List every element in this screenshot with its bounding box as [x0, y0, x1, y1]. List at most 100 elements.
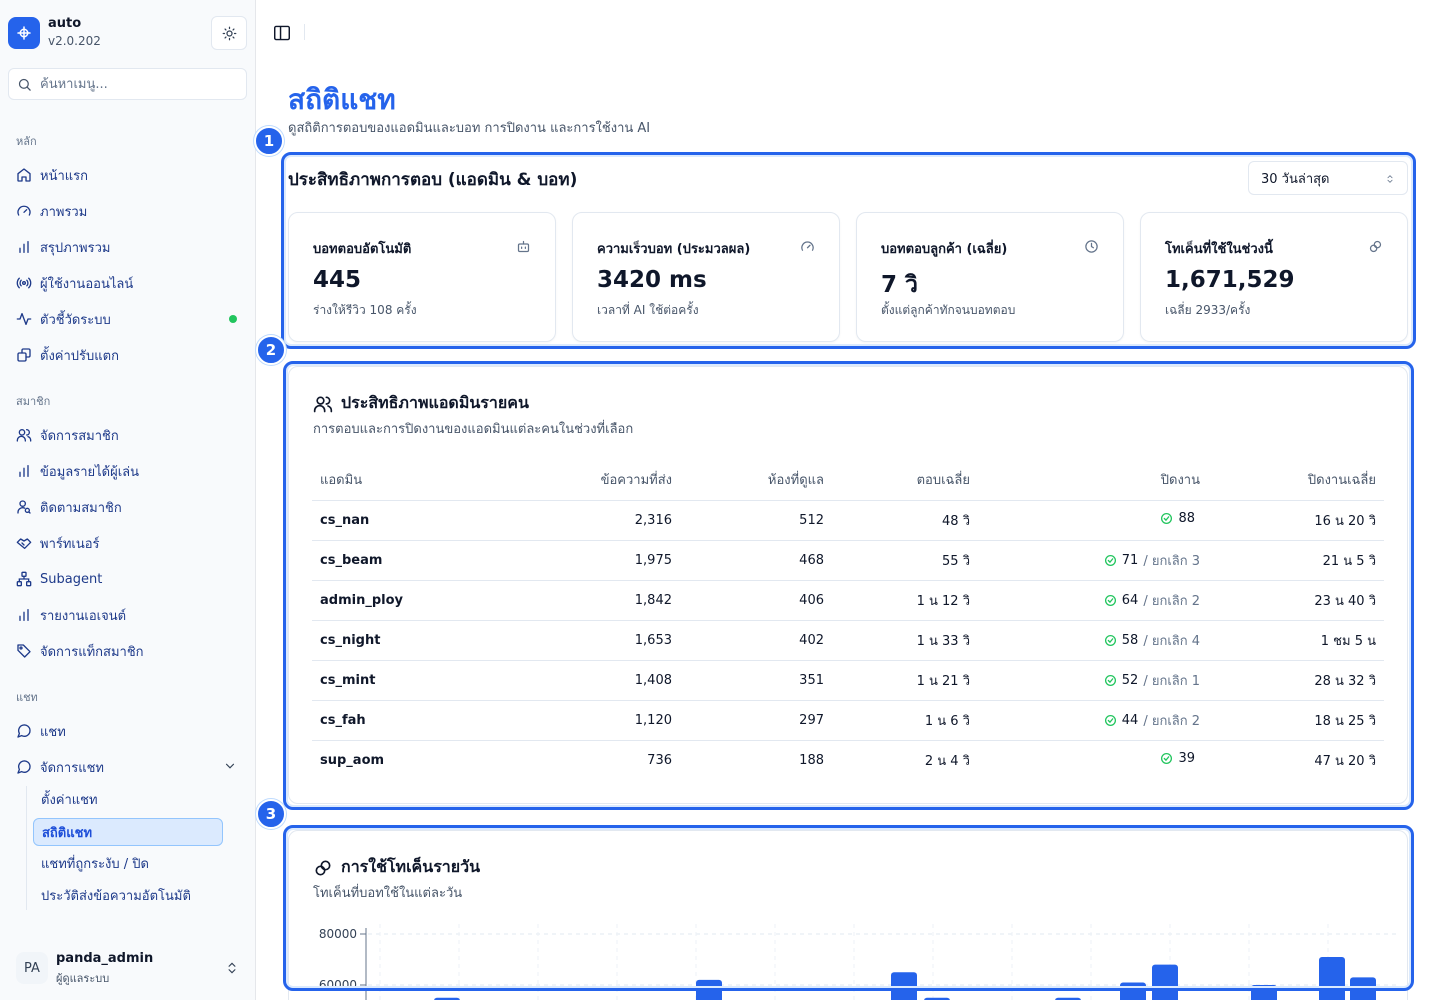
avg-reply-cell: 1 น 12 วิ	[832, 580, 978, 621]
rooms-cell: 512	[680, 500, 832, 541]
closed-cell: 44/ ยกเลิก 2	[978, 700, 1208, 741]
rooms-cell: 406	[680, 580, 832, 621]
avatar: PA	[16, 952, 48, 984]
admin-name-cell: admin_ploy	[312, 580, 532, 621]
check-circle-icon	[1104, 594, 1116, 606]
closed-count: 52	[1121, 672, 1139, 688]
chart-bar	[1152, 964, 1178, 1000]
nav-item-label: ภาพรวม	[40, 204, 88, 220]
nav-item-member-tags[interactable]: จัดการแท็กสมาชิก	[8, 635, 247, 667]
nav-item-agent-report[interactable]: รายงานเอเจนต์	[8, 599, 247, 631]
nav-item-manage-chat[interactable]: จัดการแชท	[8, 751, 247, 783]
sent-cell: 1,120	[532, 700, 680, 741]
check-circle-icon	[1161, 512, 1173, 525]
column-header-admin: แอดมิน	[312, 460, 532, 501]
nav-group-main: หลัก	[16, 135, 37, 148]
nav-item-partners[interactable]: พาร์ทเนอร์	[8, 527, 247, 559]
sub-item-chat-stats[interactable]: สถิติแชท	[33, 818, 223, 846]
tag-icon	[16, 643, 32, 659]
sidebar-toggle-button[interactable]	[270, 22, 294, 44]
menu-search-input[interactable]	[40, 76, 230, 92]
nav-item-settings[interactable]: ตั้งค่าปรับแตก	[8, 339, 247, 371]
nav-group-members: สมาชิก	[16, 395, 51, 408]
theme-toggle-button[interactable]	[211, 16, 247, 50]
radio-icon	[16, 275, 32, 291]
token-section-subtitle: โทเค็นที่บอทใช้ในแต่ละวัน	[313, 886, 463, 901]
step-badge-1: 1	[254, 126, 284, 156]
nav-item-online-users[interactable]: ผู้ใช้งานออนไลน์	[8, 267, 247, 299]
nav-item-subagent[interactable]: Subagent	[8, 563, 247, 595]
activity-icon	[16, 311, 32, 327]
column-header-avg-reply: ตอบเฉลี่ย	[832, 460, 978, 501]
user-role: ผู้ดูแลระบบ	[56, 972, 110, 985]
nav-item-label: พาร์ทเนอร์	[40, 536, 100, 552]
bot-section-title: ประสิทธิภาพการตอบ (แอดมิน & บอท)	[288, 170, 578, 190]
card-title-text: การใช้โทเค็นรายวัน	[341, 857, 481, 876]
sent-cell: 2,316	[532, 500, 680, 541]
admin-section-title: ประสิทธิภาพแอดมินรายคน	[313, 391, 529, 416]
nav-item-system-metrics[interactable]: ตัวชี้วัดระบบ	[8, 303, 247, 335]
search-icon	[18, 78, 31, 91]
nav-item-overview[interactable]: ภาพรวม	[8, 195, 247, 227]
user-name: panda_admin	[56, 951, 154, 966]
admin-table: แอดมิน ข้อความที่ส่ง ห้องที่ดูแล ตอบเฉลี…	[312, 460, 1384, 780]
sub-item-auto-message-history[interactable]: ประวัติส่งข้อความอัตโนมัติ	[41, 888, 191, 904]
rooms-cell: 297	[680, 700, 832, 741]
rooms-cell: 188	[799, 752, 824, 768]
sent-cell: 1,408	[532, 660, 680, 701]
nav-item-chat[interactable]: แชท	[8, 715, 247, 747]
page-subtitle: ดูสถิติการตอบของแอดมินและบอท การปิดงาน แ…	[288, 121, 651, 136]
nav-item-home[interactable]: หน้าแรก	[8, 159, 247, 191]
closed-cell: 71/ ยกเลิก 3	[978, 540, 1208, 581]
gauge-icon	[16, 203, 32, 219]
stat-value: 3420 ms	[597, 267, 707, 293]
check-circle-icon	[1104, 634, 1116, 646]
page-title: สถิติแชท	[288, 83, 396, 116]
avg-close-cell: 23 น 40 วิ	[1208, 580, 1384, 621]
nav-item-player-income[interactable]: ข้อมูลรายได้ผู้เล่น	[8, 455, 247, 487]
home-icon	[16, 167, 32, 183]
settings-box-icon	[16, 347, 32, 363]
menu-search[interactable]	[8, 68, 247, 100]
check-circle-icon	[1104, 674, 1116, 686]
user-menu[interactable]: PA panda_admin ผู้ดูแลระบบ	[8, 944, 247, 992]
closed-count: 58	[1121, 632, 1139, 648]
chevron-down-icon[interactable]	[223, 759, 237, 777]
users-icon	[313, 394, 333, 414]
nav-item-label: สรุปภาพรวม	[40, 240, 111, 256]
chart-bar	[924, 997, 950, 1000]
coins-icon	[1368, 239, 1383, 258]
period-select[interactable]: 30 วันล่าสุด	[1248, 161, 1408, 195]
nav-item-track-members[interactable]: ติดตามสมาชิก	[8, 491, 247, 523]
nav-item-summary[interactable]: สรุปภาพรวม	[8, 231, 247, 263]
column-header-avg-close: ปิดงานเฉลี่ย	[1208, 460, 1384, 501]
stat-note: ตั้งแต่ลูกค้าทักจนบอทตอบ	[881, 303, 1016, 317]
avg-close-cell: 16 น 20 วิ	[1208, 500, 1384, 541]
admin-section-subtitle: การตอบและการปิดงานของแอดมินแต่ละคนในช่วง…	[313, 422, 634, 437]
highlight-box-3	[283, 825, 1414, 991]
stat-label: บอทตอบลูกค้า (เฉลี่ย)	[881, 242, 1008, 257]
nav-item-label: แชท	[40, 724, 66, 740]
app-logo-icon	[8, 17, 40, 49]
sub-item-chat-settings[interactable]: ตั้งค่าแชท	[41, 792, 98, 808]
message-icon	[16, 723, 32, 739]
chart-bar	[1120, 982, 1146, 1000]
bar-chart-icon	[16, 607, 32, 623]
stat-card-bot-speed: ความเร็วบอท (ประมวลผล) 3420 ms เวลาที่ A…	[572, 212, 840, 342]
stat-note: ร่างให้รีวิว 108 ครั้ง	[313, 303, 417, 317]
nav-group-chat: แชท	[16, 691, 38, 704]
admin-name-cell: cs_beam	[312, 540, 532, 581]
column-header-closed: ปิดงาน	[978, 460, 1208, 501]
table-row: cs_mint 1,408 351 1 น 21 วิ 52/ ยกเลิก 1 28 น…	[312, 660, 1384, 701]
submenu-line	[26, 786, 27, 910]
avg-close-cell: 47 น 20 วิ	[1314, 753, 1376, 769]
stat-value: 7 วิ	[881, 272, 918, 298]
handshake-icon	[16, 535, 32, 551]
sent-cell: 736	[647, 752, 672, 768]
admin-name-cell: cs_nan	[312, 500, 532, 541]
sent-cell: 1,842	[532, 580, 680, 621]
sub-item-suspended-chats[interactable]: แชทที่ถูกระงับ / ปิด	[41, 856, 149, 872]
nav-item-manage-members[interactable]: จัดการสมาชิก	[8, 419, 247, 451]
bar-chart-icon	[16, 463, 32, 479]
